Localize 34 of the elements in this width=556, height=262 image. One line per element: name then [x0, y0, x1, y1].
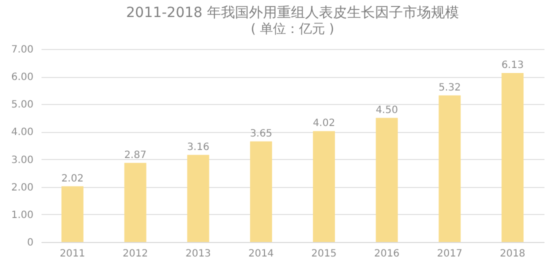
y-tick-label: 5.00 — [11, 100, 34, 111]
y-tick-label: 0 — [27, 238, 34, 248]
bar — [312, 131, 335, 242]
x-tick-label: 2016 — [374, 248, 400, 260]
bar — [61, 186, 84, 242]
y-tick-label: 3.00 — [11, 154, 34, 166]
y-tick-label: 1.00 — [11, 210, 34, 221]
bar — [124, 162, 146, 242]
bar — [187, 154, 210, 242]
data-label: 2.87 — [124, 150, 146, 161]
data-label: 4.50 — [376, 104, 398, 116]
x-tick-label: 2018 — [500, 248, 526, 260]
x-tick-label: 2017 — [436, 248, 462, 260]
x-tick-label: 2012 — [122, 248, 148, 260]
y-tick-label: 6.00 — [11, 72, 34, 84]
x-tick-label: 2014 — [248, 248, 274, 260]
x-tick-label: 2011 — [60, 248, 86, 260]
x-tick-label: 2013 — [185, 248, 211, 260]
bar — [502, 72, 524, 242]
y-tick-label: 2.00 — [11, 182, 34, 194]
data-label: 4.02 — [312, 118, 336, 130]
y-tick-label: 4.00 — [11, 127, 34, 138]
data-label: 3.16 — [187, 142, 210, 153]
chart-subtitle: ( 单位：亿元 ) — [250, 22, 334, 37]
data-label: 2.02 — [61, 173, 84, 184]
data-label: 6.13 — [501, 60, 524, 71]
bar — [376, 118, 398, 242]
chart-title: 2011-2018 年我国外用重组人表皮生长因子市场规模 — [126, 5, 459, 21]
y-tick-label: 7.00 — [11, 44, 34, 56]
x-tick-label: 2015 — [311, 248, 337, 260]
data-label: 5.32 — [438, 82, 461, 94]
data-label: 3.65 — [250, 128, 272, 140]
bar — [250, 141, 272, 242]
bar — [438, 95, 461, 242]
